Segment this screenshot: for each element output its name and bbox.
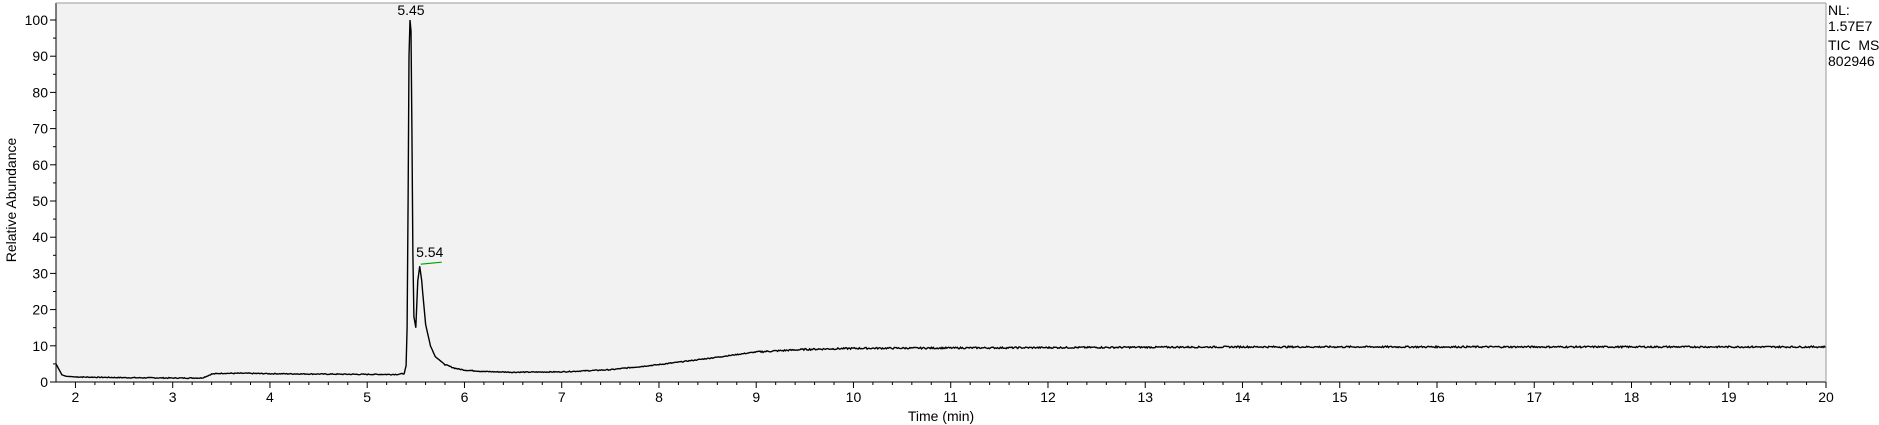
peak-marker-5-54 bbox=[420, 261, 442, 265]
x-tick-label: 8 bbox=[655, 389, 663, 405]
peak-labels: 5.45 5.54 bbox=[397, 2, 443, 260]
x-tick-label: 5 bbox=[363, 389, 371, 405]
x-tick-label: 2 bbox=[72, 389, 80, 405]
x-tick-label: 18 bbox=[1624, 389, 1640, 405]
x-tick-label: 12 bbox=[1040, 389, 1056, 405]
y-axis: 0 10 20 30 40 50 60 70 80 90 100 bbox=[25, 12, 56, 390]
y-tick-label: 10 bbox=[32, 338, 48, 354]
x-tick-label: 6 bbox=[461, 389, 469, 405]
x-tick-label: 14 bbox=[1235, 389, 1251, 405]
x-tick-label: 4 bbox=[266, 389, 274, 405]
y-tick-label: 60 bbox=[32, 157, 48, 173]
y-axis-title: Relative Abundance bbox=[3, 138, 19, 263]
x-axis: 2 3 4 5 6 7 8 9 10 11 12 13 14 15 16 17 18 19 20 bbox=[72, 382, 1834, 405]
x-tick-label: 17 bbox=[1526, 389, 1542, 405]
x-tick-label: 10 bbox=[846, 389, 862, 405]
y-tick-label: 30 bbox=[32, 265, 48, 281]
x-tick-label: 3 bbox=[169, 389, 177, 405]
peak-label: 5.54 bbox=[416, 244, 443, 260]
y-tick-label: 100 bbox=[25, 12, 49, 28]
x-tick-label: 9 bbox=[752, 389, 760, 405]
x-tick-label: 16 bbox=[1429, 389, 1445, 405]
x-axis-title: Time (min) bbox=[908, 408, 974, 424]
y-tick-label: 80 bbox=[32, 84, 48, 100]
scan-type: TIC MS bbox=[1828, 37, 1879, 53]
x-tick-label: 19 bbox=[1721, 389, 1737, 405]
x-tick-label: 7 bbox=[558, 389, 566, 405]
file-number: 802946 bbox=[1828, 53, 1875, 69]
y-tick-label: 50 bbox=[32, 193, 48, 209]
y-tick-label: 90 bbox=[32, 48, 48, 64]
x-tick-label: 15 bbox=[1332, 389, 1348, 405]
plot-area bbox=[56, 3, 1826, 382]
y-tick-label: 40 bbox=[32, 229, 48, 245]
nl-value: 1.57E7 bbox=[1828, 18, 1873, 34]
y-tick-label: 20 bbox=[32, 302, 48, 318]
y-tick-label: 0 bbox=[40, 374, 48, 390]
peak-label: 5.45 bbox=[397, 2, 424, 18]
y-tick-label: 70 bbox=[32, 121, 48, 137]
x-tick-label: 13 bbox=[1137, 389, 1153, 405]
x-tick-label: 20 bbox=[1818, 389, 1834, 405]
nl-label: NL: bbox=[1828, 2, 1850, 18]
x-tick-label: 11 bbox=[943, 389, 958, 405]
chromatogram-trace bbox=[55, 19, 1827, 380]
